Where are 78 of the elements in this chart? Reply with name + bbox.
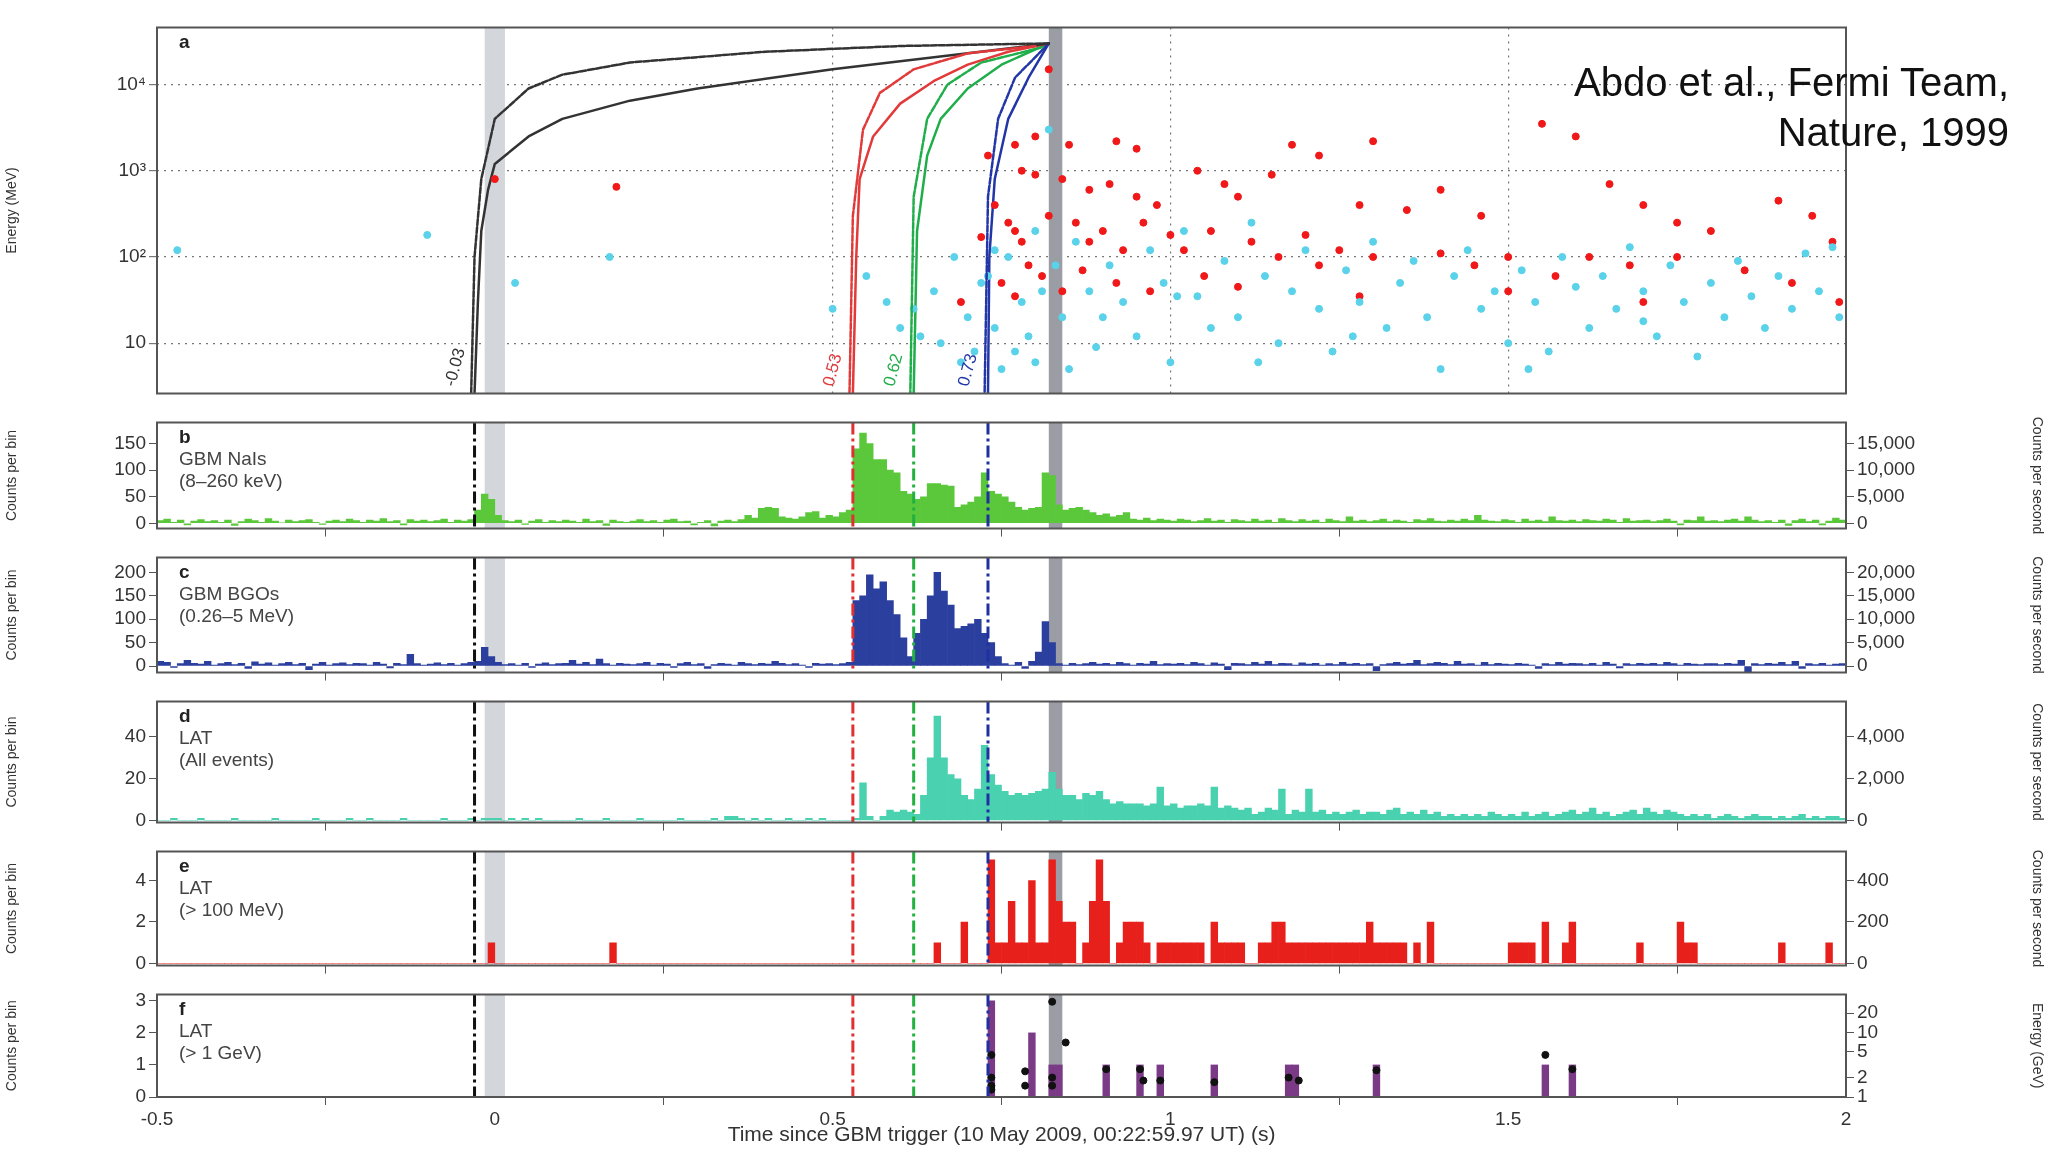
y2-tick-label: 15,000	[1857, 431, 1916, 453]
y-tick-label: 10³	[118, 158, 146, 180]
annotation: e	[179, 855, 190, 877]
y-tick-label: 4	[135, 868, 147, 890]
y2-axis-title: Counts per second	[2029, 556, 2046, 674]
annotation: LAT	[179, 877, 213, 899]
annotation: 0.73	[953, 351, 981, 389]
y-tick-label: 0	[135, 951, 146, 973]
annotation: (8–260 keV)	[179, 470, 283, 492]
y2-tick-label: 10,000	[1857, 607, 1916, 629]
y-tick-label: 2	[135, 910, 146, 932]
y-tick-label: 1	[135, 1053, 146, 1075]
y2-tick-label: 200	[1857, 910, 1889, 932]
y-tick-label: 0	[135, 808, 146, 830]
y-tick-label: 20	[124, 766, 146, 788]
y2-axis-title: Energy (GeV)	[2029, 1002, 2046, 1089]
y2-tick-label: 4,000	[1857, 725, 1905, 747]
y2-tick-label: 0	[1857, 808, 1868, 830]
annotation: -0.03	[440, 345, 469, 389]
y-tick-label: 10²	[118, 245, 146, 267]
annotation: (> 1 GeV)	[179, 1042, 262, 1064]
y-tick-label: 150	[114, 431, 146, 453]
annotation: LAT	[179, 727, 213, 749]
x-tick-label: 2	[1840, 1107, 1852, 1129]
y-axis-title: Counts per bin	[3, 862, 20, 955]
y2-tick-label: 10,000	[1857, 458, 1916, 480]
y2-tick-label: 0	[1857, 951, 1868, 973]
y2-tick-label: 20	[1857, 1001, 1879, 1023]
y-tick-label: 3	[135, 989, 146, 1011]
y2-tick-label: 15,000	[1857, 584, 1916, 606]
annotation: (0.26–5 MeV)	[179, 605, 295, 627]
x-tick-label: 0	[489, 1107, 501, 1129]
y-tick-label: 150	[114, 584, 146, 606]
y2-tick-label: 0	[1857, 511, 1868, 533]
annotation: (> 100 MeV)	[179, 899, 285, 921]
annotation: f	[179, 998, 186, 1020]
y-tick-label: 100	[114, 607, 146, 629]
y2-tick-label: 5,000	[1857, 484, 1905, 506]
y-tick-label: 200	[114, 560, 146, 582]
y-tick-label: 10⁴	[116, 72, 146, 94]
y2-tick-label: 0	[1857, 654, 1868, 676]
y2-axis-title: Counts per second	[2029, 703, 2046, 821]
annotation: 0.53	[818, 351, 846, 389]
y2-tick-label: 5	[1857, 1040, 1868, 1062]
y-tick-label: 50	[124, 630, 146, 652]
y-tick-label: 50	[124, 484, 146, 506]
y-axis-title: Counts per bin	[3, 716, 20, 808]
y-tick-label: 10	[124, 331, 146, 353]
annotation: GBM BGOs	[179, 583, 280, 605]
y-axis-title: Energy (MeV)	[3, 167, 20, 254]
x-tick-label: -0.5	[140, 1107, 174, 1129]
annotation: 0.62	[879, 351, 907, 389]
annotation: a	[179, 31, 190, 53]
y-axis-title: Counts per bin	[3, 1000, 20, 1092]
y2-tick-label: 2	[1857, 1065, 1868, 1087]
y2-tick-label: 400	[1857, 868, 1889, 890]
annotation: (All events)	[179, 749, 275, 771]
annotation: LAT	[179, 1020, 213, 1042]
y-tick-label: 0	[135, 1085, 146, 1107]
annotation: GBM NaIs	[179, 448, 267, 470]
y2-axis-title: Counts per second	[2029, 416, 2046, 535]
y2-tick-label: 10	[1857, 1020, 1879, 1042]
annotation: d	[179, 705, 191, 727]
y2-tick-label: 1	[1857, 1085, 1868, 1107]
y2-tick-label: 5,000	[1857, 630, 1905, 652]
y-axis-title: Counts per bin	[3, 569, 20, 661]
y2-axis-title: Counts per second	[2029, 849, 2046, 968]
y-tick-label: 100	[114, 458, 146, 480]
y2-tick-label: 20,000	[1857, 560, 1916, 582]
y-tick-label: 2	[135, 1021, 146, 1043]
y-tick-label: 0	[135, 511, 146, 533]
annotation: b	[179, 426, 191, 448]
x-tick-label: 1.5	[1494, 1107, 1522, 1129]
y-axis-title: Counts per bin	[3, 429, 20, 522]
y2-tick-label: 2,000	[1857, 766, 1905, 788]
y-tick-label: 0	[135, 654, 146, 676]
y-tick-label: 40	[124, 725, 146, 747]
annotation: c	[179, 561, 190, 583]
